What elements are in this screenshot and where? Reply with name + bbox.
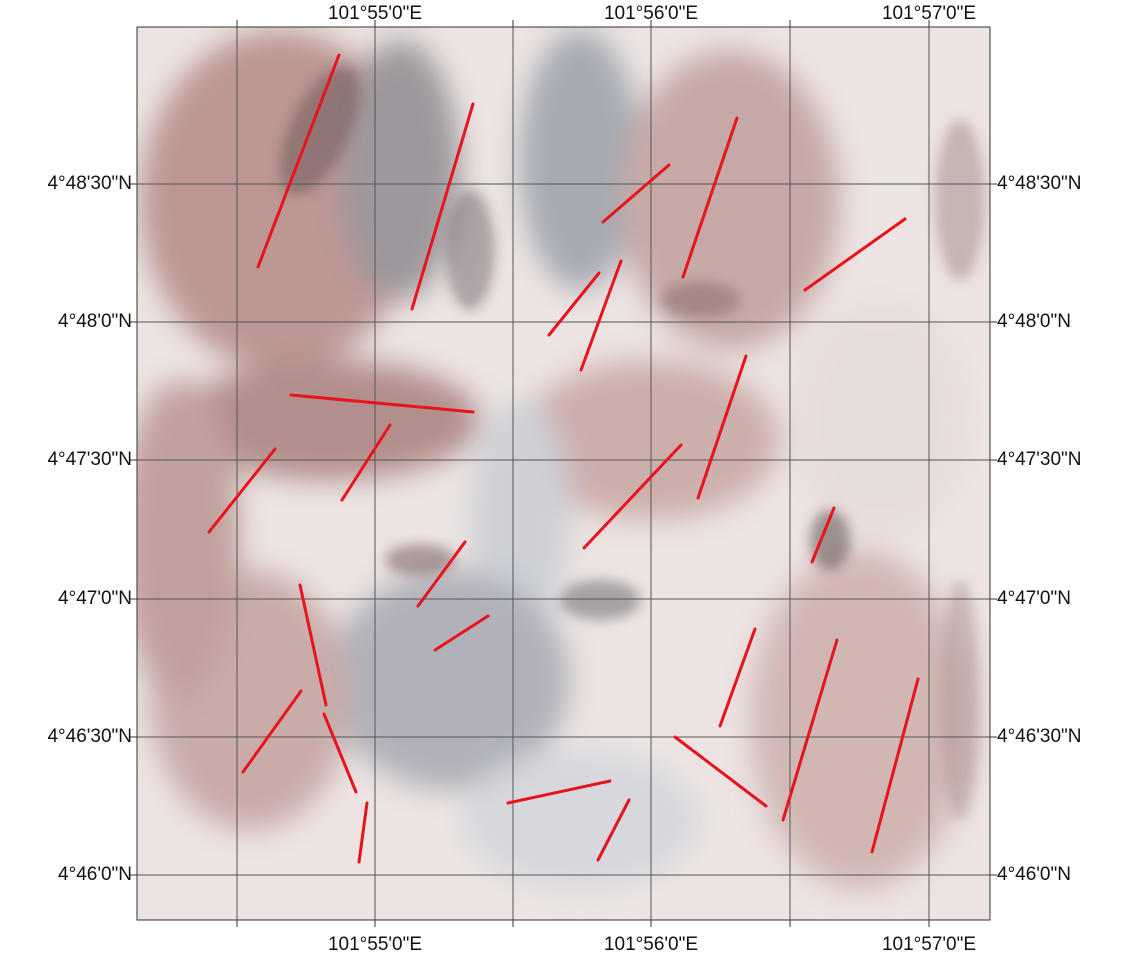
latitude-label: 4°46'30"N [47,726,132,747]
latitude-label: 4°46'30"N [997,726,1082,747]
latitude-label: 4°47'0"N [58,588,132,609]
latitude-label: 4°48'0"N [58,311,132,332]
longitude-label: 101°56'0"E [604,934,698,955]
latitude-label: 4°48'30"N [997,173,1082,194]
latitude-label: 4°47'30"N [47,449,132,470]
imagery [120,27,990,920]
latitude-label: 4°46'0"N [997,864,1071,885]
longitude-label: 101°56'0"E [604,3,698,24]
latitude-label: 4°46'0"N [58,864,132,885]
longitude-label: 101°55'0"E [328,934,422,955]
latitude-label: 4°47'0"N [997,588,1071,609]
latitude-label: 4°48'30"N [47,173,132,194]
longitude-label: 101°55'0"E [328,3,422,24]
latitude-label: 4°47'30"N [997,449,1082,470]
longitude-label: 101°57'0"E [882,3,976,24]
longitude-label: 101°57'0"E [882,934,976,955]
page: {"longitude_labels": ["101°55'0\"E", "10… [0,0,1122,962]
latitude-label: 4°48'0"N [997,311,1071,332]
map: 101°55'0"E 101°55'0"E 101°56'0"E 101°56'0"E… [0,0,1122,962]
